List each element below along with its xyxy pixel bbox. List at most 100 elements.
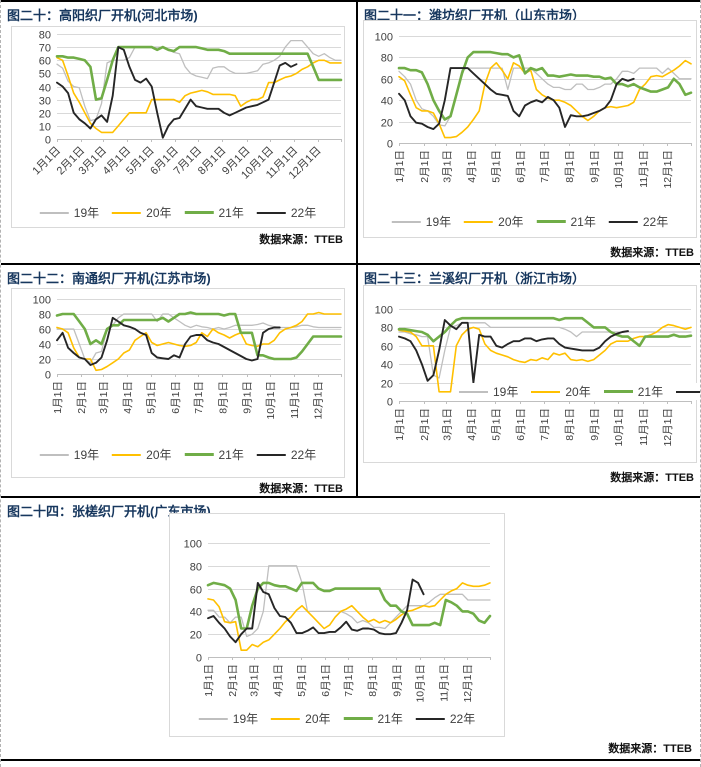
legend-line-swatch: [39, 211, 69, 214]
svg-text:10: 10: [39, 122, 51, 134]
legend-label: 19年: [232, 712, 259, 726]
svg-text:1月1日: 1月1日: [394, 408, 406, 441]
svg-text:60: 60: [190, 585, 202, 597]
svg-text:60: 60: [39, 325, 51, 337]
chart-legend: 19年 20年 21年 22年: [39, 204, 316, 221]
legend-line-swatch: [184, 453, 214, 456]
svg-text:100: 100: [375, 32, 393, 44]
chart-legend: 19年 20年 21年 22年: [193, 710, 481, 727]
svg-text:20: 20: [190, 630, 202, 642]
svg-text:5月1日: 5月1日: [490, 150, 502, 183]
legend-label: 21年: [218, 448, 244, 462]
legend-label: 19年: [425, 215, 452, 229]
svg-text:12月1日: 12月1日: [313, 381, 325, 420]
svg-text:20: 20: [381, 379, 393, 391]
legend-line-swatch: [391, 220, 421, 223]
legend-item-22年: 22年: [256, 204, 316, 221]
data-source-label: 数据来源：TTEB: [259, 483, 343, 495]
legend-line-swatch: [603, 390, 633, 393]
svg-text:4月1日: 4月1日: [466, 150, 478, 183]
legend-label: 19年: [73, 448, 100, 462]
legend-label: 22年: [449, 712, 476, 726]
legend-line-swatch: [459, 390, 488, 393]
svg-text:60: 60: [381, 342, 393, 354]
column-divider: [356, 0, 358, 496]
series-line-19年: [398, 322, 692, 379]
legend-item-20年: 20年: [112, 204, 172, 221]
svg-text:80: 80: [39, 310, 51, 322]
legend-item-22年: 22年: [256, 446, 316, 463]
data-source-label: 数据来源：TTEB: [259, 234, 343, 246]
svg-text:0: 0: [45, 135, 51, 147]
svg-text:3月1日: 3月1日: [441, 150, 453, 183]
series-line-19年: [207, 565, 491, 638]
chart-plot-area: 010203040506070801月1日2月1日3月1日4月1日5月1日6月1…: [30, 30, 343, 182]
series-line-19年: [56, 39, 342, 122]
legend-item-19年: 19年: [198, 710, 259, 727]
svg-text:11月1日: 11月1日: [439, 664, 451, 702]
svg-text:40: 40: [381, 360, 393, 372]
svg-text:70: 70: [39, 43, 51, 55]
svg-text:12月1日: 12月1日: [462, 664, 474, 703]
series-line-21年: [397, 316, 693, 348]
chart-plot-area: 0 20 40 60 80 100 1月1日 2月1日 3月1日 4月1日 5月1日 6月1日 7月1日…: [33, 295, 343, 420]
data-source-label: 数据来源：TTEB: [608, 743, 692, 755]
legend-item-21年: 21年: [184, 204, 244, 221]
svg-text:4月1日: 4月1日: [466, 408, 478, 441]
panel-nantong-jiangsu: 图二十二：南通织厂开机(江苏市场) 0 20 40 60 80 100 1月1日 2月1日 3月…: [1, 265, 357, 495]
chart-title: 图二十二：南通织厂开机(江苏市场): [7, 271, 211, 286]
svg-text:9月1日: 9月1日: [589, 150, 601, 183]
legend-line-swatch: [271, 717, 301, 720]
svg-text:9月1日: 9月1日: [242, 381, 254, 414]
svg-text:20: 20: [39, 109, 51, 121]
svg-text:2月1日: 2月1日: [419, 408, 431, 441]
svg-text:4月1日: 4月1日: [122, 381, 134, 414]
chart-legend: 19年 20年 21年 22年: [391, 213, 668, 230]
series-line-22年: [56, 46, 298, 139]
series-line-21年: [55, 311, 343, 361]
legend-item-21年: 21年: [536, 213, 596, 230]
series-line-22年: [56, 316, 281, 366]
chart-plot-area: 0 20 40 60 80 100 1月1日 2月1日 3月1日 4月1日 5月1日 6月1日 7月1日…: [184, 539, 492, 703]
legend-line-swatch: [184, 211, 214, 214]
legend-label: 19年: [493, 385, 519, 399]
legend-label: 20年: [498, 215, 524, 229]
svg-text:1月1日: 1月1日: [52, 381, 64, 414]
page-bottom-border: [1, 759, 700, 761]
series-line-20年: [398, 323, 692, 393]
chart-canvas: 0 20 40 60 80 100 1月1日 2月1日 3月1日 4月1日 5月1日 6月1日 7月1日…: [169, 513, 505, 737]
svg-text:7月1日: 7月1日: [539, 150, 551, 183]
panel-weifang-shandong: 图二十一：潍坊织厂开机（山东市场） 0 20 40 60 80 100 1月1日 2月1日 3月…: [358, 2, 700, 263]
svg-text:100: 100: [33, 295, 51, 307]
svg-text:6月1日: 6月1日: [515, 408, 527, 441]
svg-text:3月1日: 3月1日: [98, 381, 110, 414]
chart-plot-area: 0 20 40 60 80 100 1月1日 2月1日 3月1日 4月1日 5月1日 6月1日 7月1日…: [375, 32, 693, 189]
legend-item-21年: 21年: [343, 710, 403, 727]
row-divider-2: [1, 496, 700, 498]
svg-text:0: 0: [387, 139, 393, 151]
legend-item-22年: 22年: [608, 213, 668, 230]
svg-text:11月1日: 11月1日: [638, 150, 650, 188]
legend-item-22年: 22年: [415, 710, 476, 727]
svg-text:2月1日: 2月1日: [419, 150, 431, 183]
series-line-21年: [206, 581, 492, 630]
svg-text:3月1日: 3月1日: [441, 408, 453, 441]
svg-text:40: 40: [190, 607, 202, 619]
svg-text:10月1日: 10月1日: [415, 664, 427, 703]
svg-text:1月1日: 1月1日: [203, 664, 215, 697]
svg-text:0: 0: [45, 370, 51, 382]
svg-text:80: 80: [39, 30, 51, 42]
page-top-border: [1, 0, 700, 2]
legend-item-21年: 21年: [184, 446, 244, 463]
legend-label: 19年: [73, 206, 100, 220]
svg-text:6月1日: 6月1日: [170, 381, 182, 414]
legend-item-20年: 20年: [271, 710, 331, 727]
svg-text:11月1日: 11月1日: [289, 381, 301, 419]
legend-line-swatch: [343, 717, 373, 720]
chart-title: 图二十：高阳织厂开机(河北市场): [7, 8, 198, 23]
svg-text:4月1日: 4月1日: [273, 664, 285, 697]
chart-title: 图二十四：张槎织厂开机(广东市场): [7, 504, 211, 519]
series-line-20年: [207, 582, 491, 651]
series-line-20年: [56, 56, 342, 134]
legend-label: 21年: [377, 712, 403, 726]
